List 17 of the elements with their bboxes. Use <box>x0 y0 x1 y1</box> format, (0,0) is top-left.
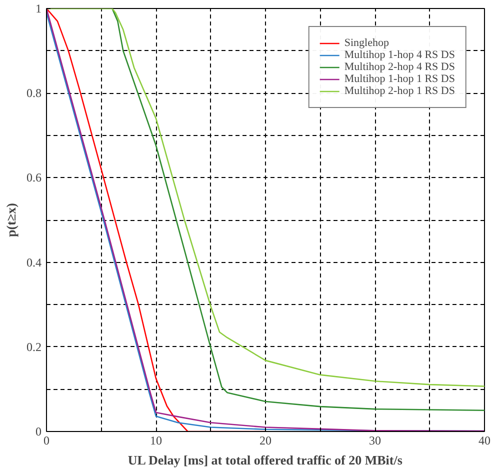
y-axis-title: p(t≥x) <box>4 203 18 237</box>
y-tick-label: 0.8 <box>26 86 42 100</box>
y-tick-label: 1 <box>36 2 42 16</box>
y-tick-label: 0 <box>36 424 42 438</box>
x-tick-label: 40 <box>478 434 490 448</box>
y-tick-label: 0.6 <box>26 170 42 185</box>
legend-label: Multihop 1-hop 4 RS DS <box>344 49 455 61</box>
x-tick-label: 10 <box>150 434 162 448</box>
y-tick-label: 0.2 <box>26 340 42 354</box>
x-axis-title: UL Delay [ms] at total offered traffic of 20 MBit/s <box>128 452 402 468</box>
legend-label: Singlehop <box>344 37 389 49</box>
legend-label: Multihop 1-hop 1 RS DS <box>344 73 455 85</box>
legend-label: Multihop 2-hop 4 RS DS <box>344 61 455 73</box>
x-tick-label: 20 <box>260 434 272 448</box>
legend-label: Multihop 2-hop 1 RS DS <box>344 85 455 97</box>
y-tick-label: 0.4 <box>26 255 42 270</box>
x-tick-label: 30 <box>369 434 381 448</box>
